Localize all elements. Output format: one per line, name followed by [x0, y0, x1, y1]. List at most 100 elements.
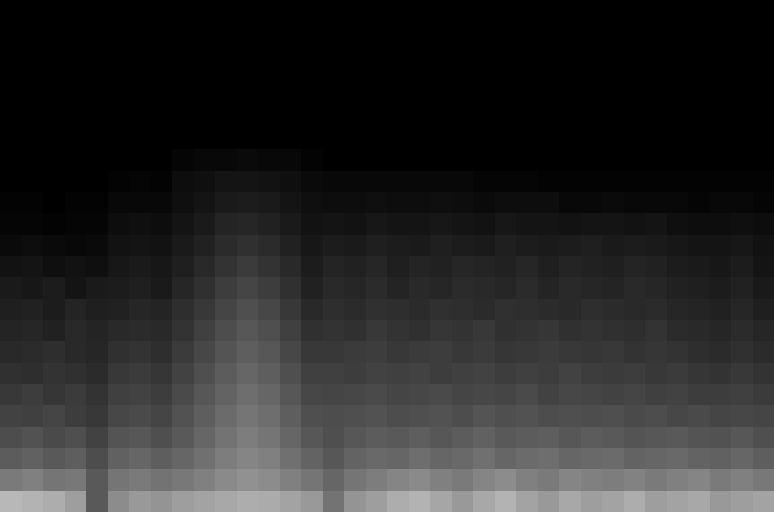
cell [430, 0, 452, 22]
cell [473, 192, 495, 214]
cell [301, 277, 323, 299]
cell [688, 64, 710, 86]
cell [43, 427, 65, 449]
cell [667, 85, 689, 107]
cell [301, 363, 323, 385]
cell [151, 21, 173, 43]
cell [43, 107, 65, 129]
cell [366, 128, 388, 150]
cell [624, 384, 646, 406]
cell [645, 491, 667, 512]
cell [237, 320, 259, 342]
cell [237, 128, 259, 150]
cell [667, 469, 689, 491]
cell [129, 491, 151, 512]
cell [237, 43, 259, 65]
cell [366, 469, 388, 491]
cell [645, 192, 667, 214]
cell [215, 256, 237, 278]
cell [43, 0, 65, 22]
cell [258, 491, 280, 512]
cell [624, 171, 646, 193]
cell [129, 171, 151, 193]
cell [624, 64, 646, 86]
cell [86, 427, 108, 449]
cell [43, 469, 65, 491]
cell [753, 85, 774, 107]
cell [495, 384, 517, 406]
cell [280, 0, 302, 22]
cell [194, 341, 216, 363]
cell [366, 43, 388, 65]
cell [129, 448, 151, 470]
cell [430, 213, 452, 235]
cell [452, 256, 474, 278]
cell [495, 299, 517, 321]
cell [495, 235, 517, 257]
cell [731, 21, 753, 43]
cell [151, 149, 173, 171]
cell [710, 235, 732, 257]
cell [667, 128, 689, 150]
cell [129, 128, 151, 150]
cell [43, 171, 65, 193]
cell [452, 171, 474, 193]
cell [559, 107, 581, 129]
cell [258, 107, 280, 129]
cell [301, 128, 323, 150]
cell [473, 171, 495, 193]
cell [409, 21, 431, 43]
cell [151, 235, 173, 257]
cell [108, 107, 130, 129]
cell [409, 256, 431, 278]
cell [516, 277, 538, 299]
cell [194, 149, 216, 171]
cell [65, 107, 87, 129]
cell [452, 405, 474, 427]
cell [430, 320, 452, 342]
cell [473, 427, 495, 449]
cell [194, 192, 216, 214]
cell [301, 341, 323, 363]
cell [43, 384, 65, 406]
cell [280, 85, 302, 107]
cell [387, 491, 409, 512]
cell [301, 21, 323, 43]
cell [688, 448, 710, 470]
cell [65, 448, 87, 470]
cell [452, 277, 474, 299]
cell [538, 405, 560, 427]
cell [581, 192, 603, 214]
cell [688, 192, 710, 214]
cell [65, 469, 87, 491]
cell [516, 405, 538, 427]
cell [731, 235, 753, 257]
cell [473, 43, 495, 65]
cell [172, 448, 194, 470]
cell [753, 427, 774, 449]
cell [624, 469, 646, 491]
cell [409, 469, 431, 491]
cell [645, 149, 667, 171]
cell [215, 21, 237, 43]
cell [710, 427, 732, 449]
cell [22, 491, 44, 512]
cell [538, 469, 560, 491]
cell [43, 192, 65, 214]
cell [0, 43, 22, 65]
cell [108, 85, 130, 107]
cell [258, 405, 280, 427]
cell [731, 64, 753, 86]
cell [753, 64, 774, 86]
cell [473, 0, 495, 22]
cell [258, 235, 280, 257]
cell [538, 235, 560, 257]
cell [581, 427, 603, 449]
cell [753, 128, 774, 150]
cell [516, 341, 538, 363]
cell [215, 363, 237, 385]
cell [645, 171, 667, 193]
cell [624, 0, 646, 22]
cell [258, 448, 280, 470]
cell [667, 256, 689, 278]
